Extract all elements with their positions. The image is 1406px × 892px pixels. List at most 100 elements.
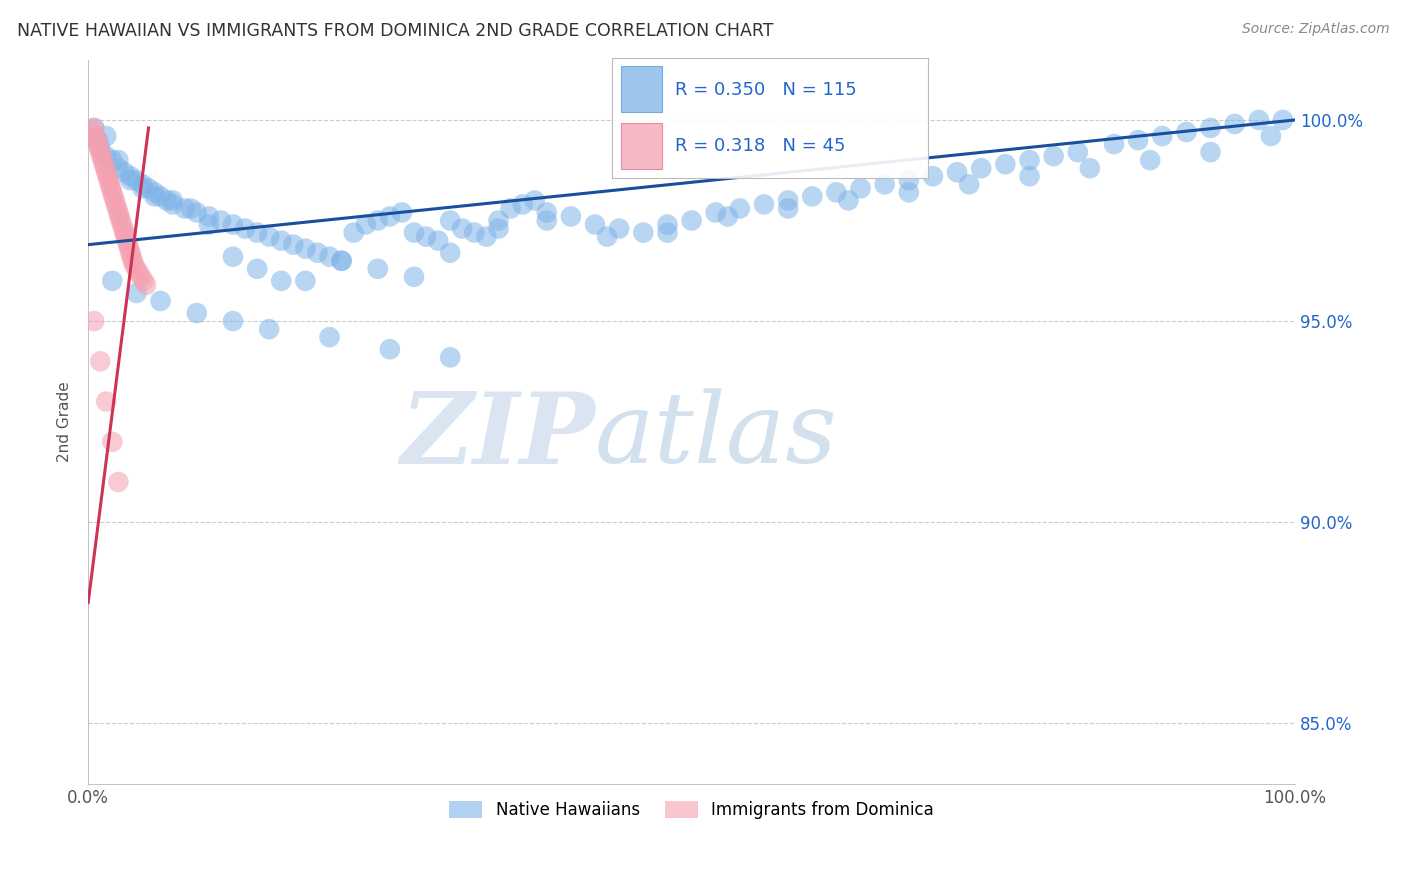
Point	[89, 145, 111, 160]
Point	[499, 202, 522, 216]
Point	[1175, 125, 1198, 139]
Point	[96, 129, 118, 144]
Point	[523, 194, 546, 208]
Point	[897, 186, 920, 200]
Point	[108, 210, 131, 224]
Point	[439, 351, 461, 365]
Point	[96, 394, 118, 409]
Point	[451, 221, 474, 235]
Point	[970, 161, 993, 176]
Point	[488, 221, 510, 235]
Point	[1102, 137, 1125, 152]
Point	[657, 226, 679, 240]
Point	[83, 120, 105, 135]
Point	[107, 205, 129, 219]
Point	[222, 314, 245, 328]
Text: Source: ZipAtlas.com: Source: ZipAtlas.com	[1241, 22, 1389, 37]
Point	[121, 253, 143, 268]
Point	[1018, 169, 1040, 184]
Point	[475, 229, 498, 244]
Point	[155, 194, 177, 208]
FancyBboxPatch shape	[621, 123, 662, 169]
Point	[330, 253, 353, 268]
Point	[367, 213, 389, 227]
Point	[1067, 145, 1090, 160]
Point	[402, 269, 425, 284]
Point	[1199, 120, 1222, 135]
Point	[512, 197, 534, 211]
Point	[681, 213, 703, 227]
Point	[222, 218, 245, 232]
Point	[86, 133, 108, 147]
Point	[112, 226, 135, 240]
Point	[439, 245, 461, 260]
Point	[307, 245, 329, 260]
Point	[536, 205, 558, 219]
Point	[93, 157, 115, 171]
Point	[107, 475, 129, 489]
Point	[222, 250, 245, 264]
Point	[391, 205, 413, 219]
Point	[270, 274, 292, 288]
Point	[378, 343, 401, 357]
Point	[112, 165, 135, 179]
Point	[778, 202, 800, 216]
Point	[294, 274, 316, 288]
Point	[122, 258, 145, 272]
Point	[91, 153, 114, 168]
Point	[143, 186, 166, 200]
Point	[607, 221, 630, 235]
Point	[120, 173, 142, 187]
Point	[89, 354, 111, 368]
Point	[105, 202, 128, 216]
Point	[103, 189, 125, 203]
Point	[1260, 129, 1282, 144]
Point	[115, 234, 138, 248]
Point	[84, 129, 107, 144]
Point	[849, 181, 872, 195]
Point	[463, 226, 485, 240]
Text: ZIP: ZIP	[401, 388, 595, 484]
Point	[101, 434, 124, 449]
Point	[778, 194, 800, 208]
Point	[657, 218, 679, 232]
Point	[488, 213, 510, 227]
Point	[330, 253, 353, 268]
Point	[132, 274, 155, 288]
Point	[117, 237, 139, 252]
Point	[257, 322, 280, 336]
Point	[107, 153, 129, 168]
Point	[173, 202, 195, 216]
Point	[112, 221, 135, 235]
Point	[257, 229, 280, 244]
Point	[1018, 153, 1040, 168]
Point	[143, 189, 166, 203]
Point	[101, 153, 124, 168]
Point	[96, 149, 118, 163]
Point	[233, 221, 256, 235]
Point	[96, 165, 118, 179]
Point	[1247, 112, 1270, 127]
Point	[97, 173, 120, 187]
Point	[717, 210, 740, 224]
Point	[343, 226, 366, 240]
Point	[439, 213, 461, 227]
Point	[1042, 149, 1064, 163]
Point	[536, 213, 558, 227]
Point	[138, 181, 160, 195]
Point	[415, 229, 437, 244]
Point	[121, 250, 143, 264]
Point	[87, 137, 110, 152]
Point	[131, 178, 153, 192]
Point	[897, 173, 920, 187]
FancyBboxPatch shape	[621, 66, 662, 112]
Point	[87, 133, 110, 147]
Point	[922, 169, 945, 184]
Point	[596, 229, 619, 244]
Point	[180, 202, 202, 216]
Point	[100, 181, 122, 195]
Point	[114, 229, 136, 244]
Point	[873, 178, 896, 192]
Point	[104, 197, 127, 211]
Point	[162, 194, 184, 208]
